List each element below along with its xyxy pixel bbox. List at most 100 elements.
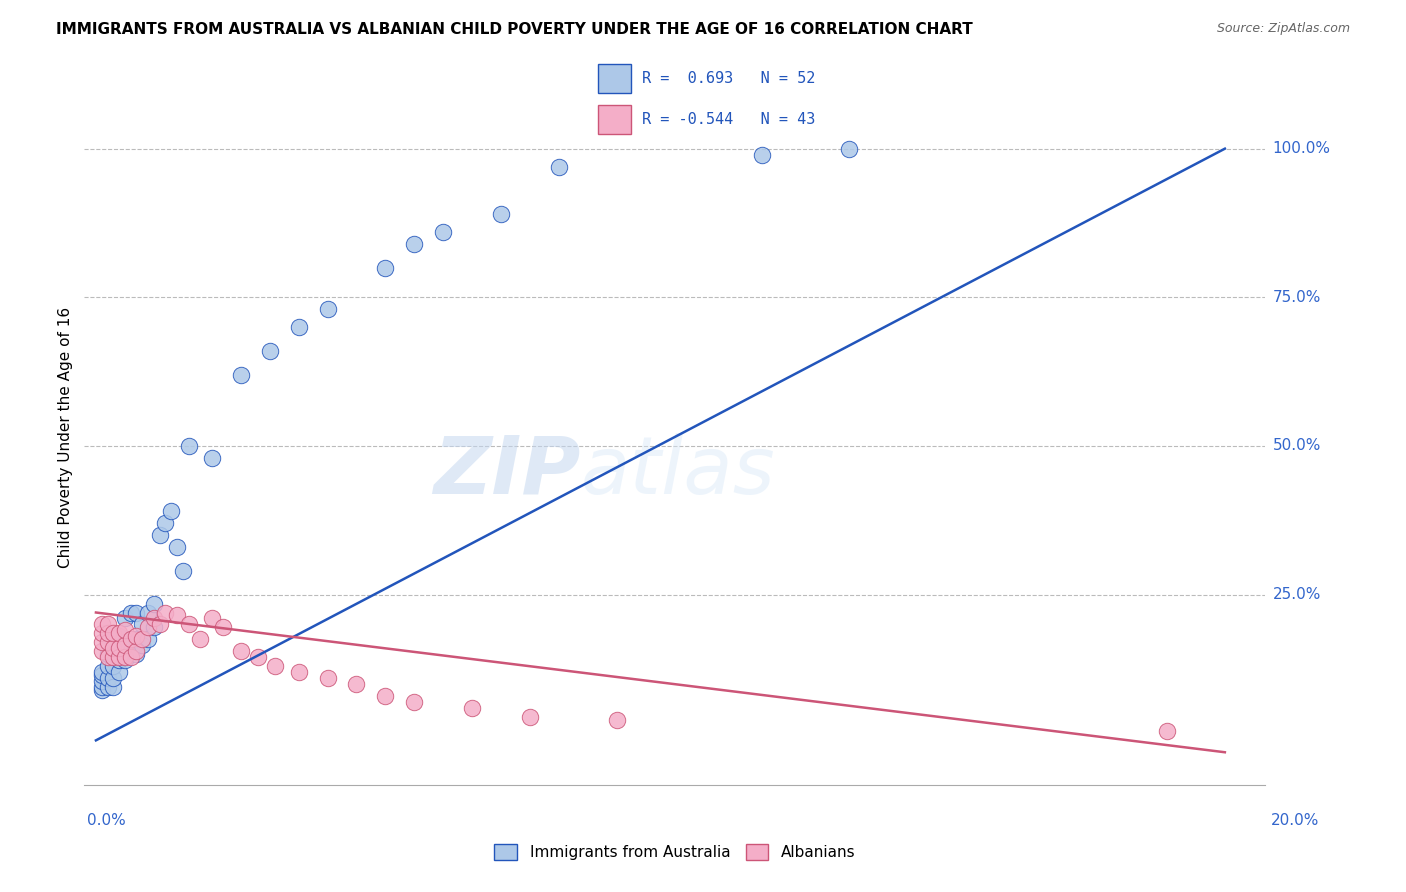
Point [120, 644, 142, 658]
Point [259, 343, 281, 358]
Point [90, 665, 112, 679]
Y-axis label: Child Poverty Under the Age of 16: Child Poverty Under the Age of 16 [58, 307, 73, 567]
Point [103, 650, 125, 665]
Point [131, 617, 153, 632]
Point [114, 653, 136, 667]
Point [155, 516, 177, 531]
Text: R = -0.544   N = 43: R = -0.544 N = 43 [641, 112, 815, 127]
Point [160, 504, 183, 518]
Point [149, 617, 172, 632]
Point [96, 650, 118, 665]
Point [404, 236, 426, 251]
Point [166, 608, 188, 623]
Point [247, 650, 270, 665]
Point [606, 713, 628, 727]
Point [155, 606, 177, 620]
Point [103, 680, 125, 694]
Text: 25.0%: 25.0% [1272, 587, 1320, 602]
Point [103, 671, 125, 685]
Text: 50.0%: 50.0% [1272, 439, 1320, 453]
Point [90, 635, 112, 649]
Point [96, 626, 118, 640]
Point [316, 302, 339, 317]
Point [90, 626, 112, 640]
Point [177, 439, 200, 453]
Point [96, 671, 118, 685]
Point [201, 611, 224, 625]
Point [1156, 724, 1178, 739]
Point [131, 632, 153, 647]
FancyBboxPatch shape [598, 105, 631, 134]
Point [548, 160, 571, 174]
Point [108, 626, 131, 640]
Point [90, 673, 112, 688]
Point [316, 671, 339, 685]
Point [125, 606, 148, 620]
Point [125, 629, 148, 643]
Point [172, 564, 194, 578]
Point [374, 260, 396, 275]
FancyBboxPatch shape [598, 64, 631, 93]
Text: atlas: atlas [581, 433, 775, 511]
Point [461, 700, 484, 714]
Point [125, 647, 148, 661]
Point [751, 147, 773, 161]
Point [374, 689, 396, 703]
Point [96, 659, 118, 673]
Point [103, 626, 125, 640]
Point [103, 641, 125, 656]
Point [108, 641, 131, 656]
Point [142, 597, 165, 611]
Point [96, 680, 118, 694]
Point [108, 665, 131, 679]
Point [136, 632, 159, 647]
Point [287, 665, 309, 679]
Point [519, 709, 541, 723]
Point [136, 620, 159, 634]
Point [120, 632, 142, 647]
Point [103, 659, 125, 673]
Point [96, 647, 118, 661]
Point [90, 617, 112, 632]
Point [120, 650, 142, 665]
Point [142, 620, 165, 634]
Point [229, 644, 252, 658]
Point [212, 620, 235, 634]
Point [96, 635, 118, 649]
Point [108, 641, 131, 656]
Point [229, 368, 252, 382]
Text: R =  0.693   N = 52: R = 0.693 N = 52 [641, 71, 815, 86]
Text: 20.0%: 20.0% [1271, 814, 1319, 828]
Text: IMMIGRANTS FROM AUSTRALIA VS ALBANIAN CHILD POVERTY UNDER THE AGE OF 16 CORRELAT: IMMIGRANTS FROM AUSTRALIA VS ALBANIAN CH… [56, 22, 973, 37]
Legend: Immigrants from Australia, Albanians: Immigrants from Australia, Albanians [486, 837, 863, 868]
Point [201, 450, 224, 465]
Point [114, 635, 136, 649]
Point [838, 142, 860, 156]
Text: Source: ZipAtlas.com: Source: ZipAtlas.com [1216, 22, 1350, 36]
Point [125, 632, 148, 647]
Text: ZIP: ZIP [433, 433, 581, 511]
Point [108, 629, 131, 643]
Point [114, 611, 136, 625]
Point [120, 632, 142, 647]
Point [114, 624, 136, 638]
Point [404, 695, 426, 709]
Point [90, 644, 112, 658]
Point [114, 638, 136, 652]
Point [96, 617, 118, 632]
Point [90, 680, 112, 694]
Point [103, 647, 125, 661]
Point [149, 528, 172, 542]
Point [108, 650, 131, 665]
Point [103, 635, 125, 649]
Point [120, 606, 142, 620]
Text: 75.0%: 75.0% [1272, 290, 1320, 305]
Point [264, 659, 287, 673]
Point [287, 320, 309, 334]
Point [136, 606, 159, 620]
Text: 0.0%: 0.0% [87, 814, 127, 828]
Point [114, 644, 136, 658]
Point [114, 650, 136, 665]
Point [177, 617, 200, 632]
Point [90, 668, 112, 682]
